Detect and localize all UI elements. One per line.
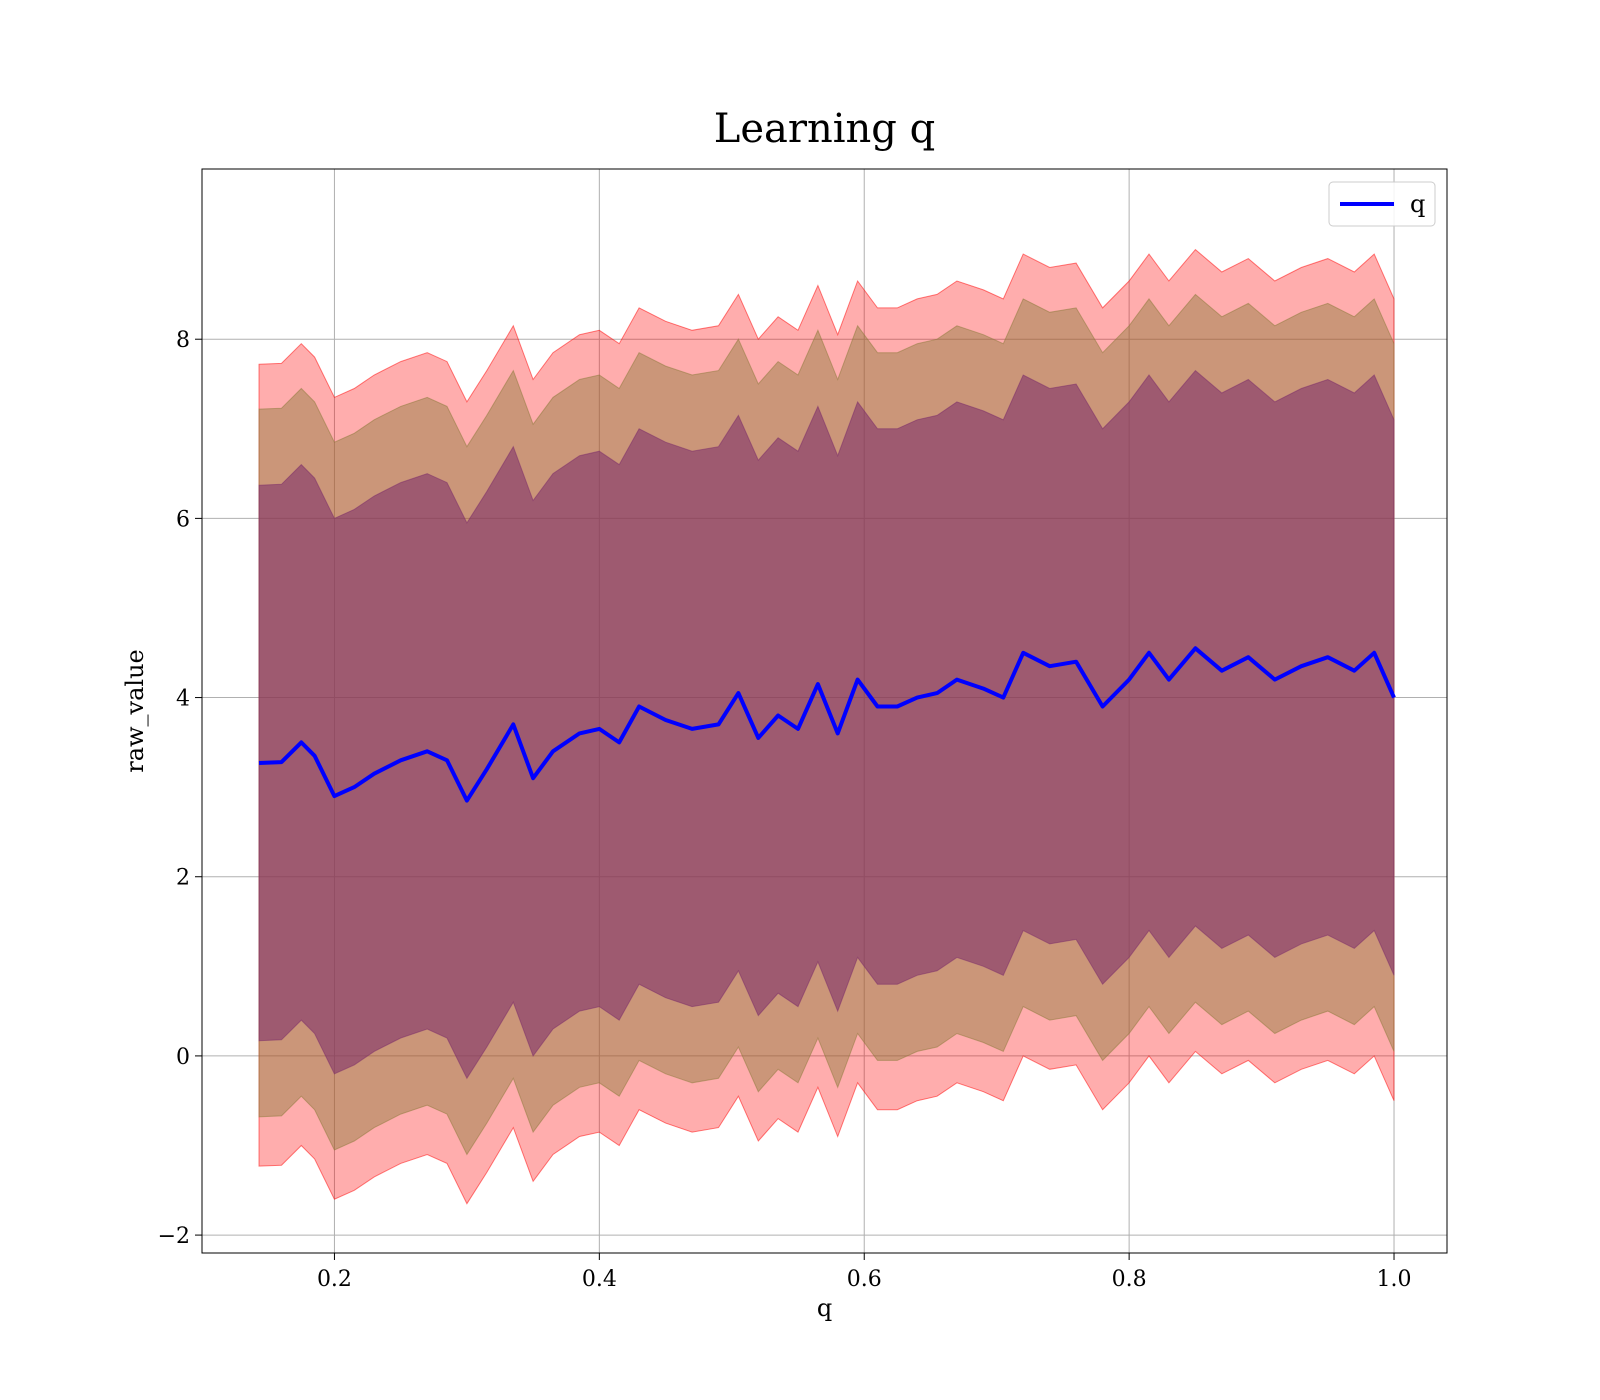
confidence-bands (258, 248, 1395, 1205)
x-tick-label: 1.0 (1377, 1267, 1412, 1292)
y-tick-label: 2 (176, 866, 190, 891)
y-tick-label: 0 (176, 1045, 190, 1070)
chart-title: Learning q (714, 106, 935, 152)
y-tick-label: 4 (176, 687, 190, 712)
x-axis-label: q (817, 1294, 832, 1322)
legend: q (1328, 181, 1436, 227)
plot-area-frame (201, 168, 1448, 1254)
y-tick-label: 8 (176, 328, 190, 353)
y-axis-label: raw_value (121, 649, 149, 773)
x-tick-label: 0.4 (582, 1267, 617, 1292)
band-inner (258, 369, 1395, 1080)
x-tick-label: 0.2 (317, 1267, 352, 1292)
legend-label-q: q (1410, 190, 1425, 218)
axis-ticks: 0.2 0.4 0.6 0.8 1.0 −2 0 2 4 6 8 (158, 328, 1412, 1292)
y-tick-label: 6 (176, 507, 190, 532)
x-tick-label: 0.6 (847, 1267, 882, 1292)
series-lines (258, 646, 1396, 803)
y-tick-label: −2 (158, 1224, 190, 1249)
x-tick-label: 0.8 (1112, 1267, 1147, 1292)
series-line-q (258, 646, 1396, 803)
